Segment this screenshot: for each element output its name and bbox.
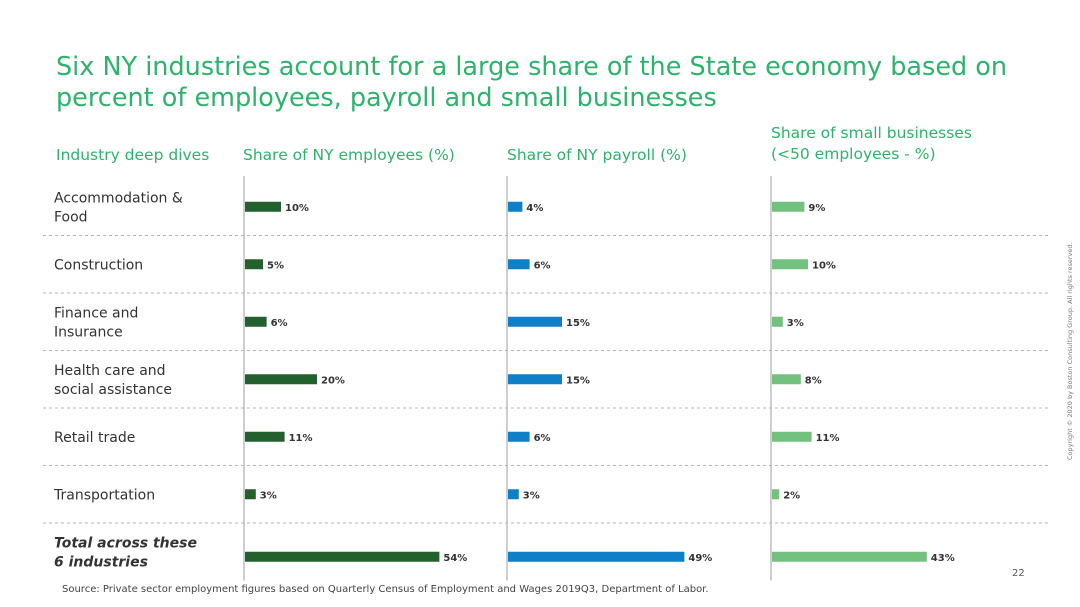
- row-label: Total across these 6 industries: [54, 535, 197, 570]
- bar: [508, 551, 685, 562]
- data-label: 6%: [534, 433, 551, 444]
- copyright-notice: Copyright © 2020 by Boston Consulting Gr…: [1066, 242, 1074, 460]
- row-label: Transportation: [53, 487, 155, 503]
- data-label: 54%: [443, 553, 467, 564]
- bar: [508, 316, 562, 327]
- column-header-employees: Share of NY employees (%): [243, 146, 455, 164]
- data-label: 15%: [566, 318, 590, 329]
- data-label: 43%: [931, 553, 955, 564]
- source-footnote: Source: Private sector employment figure…: [62, 584, 709, 595]
- bar: [772, 489, 780, 500]
- row-label-line: Construction: [54, 257, 143, 273]
- data-label: 4%: [526, 203, 543, 214]
- bar: [508, 259, 530, 270]
- data-label: 8%: [805, 375, 822, 386]
- data-label: 5%: [267, 260, 284, 271]
- bar: [772, 374, 801, 385]
- data-label: 15%: [566, 375, 590, 386]
- page-number: 22: [1012, 568, 1025, 579]
- row-label: Retail trade: [54, 430, 135, 446]
- row-label-line: Transportation: [53, 487, 155, 503]
- row-label-line: Food: [54, 209, 88, 225]
- data-label: 3%: [523, 490, 540, 501]
- bar: [508, 201, 523, 212]
- column-header-small-businesses-line1: Share of small businesses: [771, 124, 972, 142]
- bar: [772, 259, 808, 270]
- data-label: 2%: [783, 490, 800, 501]
- row-label: Construction: [54, 257, 143, 273]
- data-label: 10%: [812, 260, 836, 271]
- bar: [772, 316, 783, 327]
- row-label: Accommodation & Food: [54, 190, 183, 225]
- row-label-line: social assistance: [54, 382, 172, 398]
- bar: [245, 316, 267, 327]
- data-label: 3%: [260, 490, 277, 501]
- row-label-line: Insurance: [54, 324, 123, 340]
- data-label: 20%: [321, 375, 345, 386]
- row-label-line: Health care and: [54, 363, 166, 379]
- column-header-small-businesses-line2: (<50 employees - %): [771, 145, 936, 163]
- row-label-line: Retail trade: [54, 430, 135, 446]
- bar: [245, 431, 285, 442]
- data-label: 9%: [808, 203, 825, 214]
- row-label-line: Total across these: [54, 535, 197, 551]
- bar: [508, 431, 530, 442]
- bar: [245, 374, 317, 385]
- bar: [772, 551, 927, 562]
- row-label-line: Accommodation &: [54, 190, 183, 206]
- data-label: 49%: [688, 553, 712, 564]
- column-header-small-businesses: Share of small businesses (<50 employees…: [771, 123, 972, 165]
- data-label: 11%: [816, 433, 840, 444]
- data-label: 10%: [285, 203, 309, 214]
- bar: [508, 489, 519, 500]
- bar: [772, 201, 805, 212]
- row-label-line: Finance and: [54, 305, 138, 321]
- bar: [772, 431, 812, 442]
- bar: [245, 551, 440, 562]
- bar: [245, 259, 263, 270]
- row-label: Finance and Insurance: [54, 305, 138, 340]
- data-label: 6%: [534, 260, 551, 271]
- column-header-payroll: Share of NY payroll (%): [507, 146, 687, 164]
- row-label-line: 6 industries: [54, 554, 148, 570]
- bar: [245, 201, 281, 212]
- data-label: 3%: [787, 318, 804, 329]
- slide-title: Six NY industries account for a large sh…: [56, 52, 1008, 113]
- row-label: Health care and social assistance: [54, 363, 172, 398]
- bar: [508, 374, 562, 385]
- bar: [245, 489, 256, 500]
- row-header: Industry deep dives: [56, 146, 210, 164]
- data-label: 11%: [289, 433, 313, 444]
- data-label: 6%: [271, 318, 288, 329]
